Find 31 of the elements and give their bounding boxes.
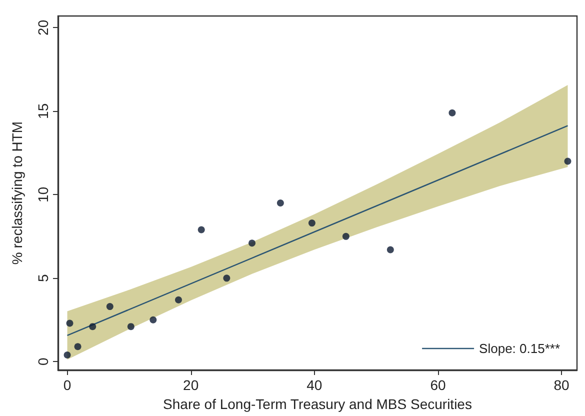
y-tick-label: 5: [35, 274, 51, 282]
y-axis-title: % reclassifying to HTM: [9, 121, 25, 265]
point: [89, 323, 96, 330]
x-tick-label: 40: [306, 377, 322, 393]
point: [448, 109, 456, 116]
x-tick-label: 80: [554, 377, 570, 393]
legend-label: Slope: 0.15***: [479, 341, 560, 356]
point: [308, 220, 316, 227]
point: [342, 232, 350, 240]
point: [223, 274, 230, 282]
point: [386, 246, 394, 254]
y-tick-label: 20: [35, 20, 51, 36]
point: [150, 316, 157, 324]
line-series: [66, 125, 568, 336]
x-tick-label: 20: [183, 377, 199, 393]
y-tick-label: 10: [35, 186, 51, 202]
point: [174, 296, 182, 304]
x-tick-label: 0: [63, 377, 72, 393]
point: [198, 226, 205, 234]
x-axis-title: Share of Long-Term Treasury and MBS Securities: [163, 396, 472, 412]
point: [106, 303, 114, 310]
x-tick-label: 60: [430, 377, 446, 393]
y-tick-label: 0: [35, 358, 51, 366]
point: [64, 351, 71, 358]
point: [564, 158, 572, 165]
y-tick-label: 15: [35, 103, 51, 119]
point: [66, 320, 74, 327]
point: [127, 323, 134, 330]
point: [248, 240, 256, 247]
point: [276, 200, 284, 207]
point: [74, 343, 82, 350]
